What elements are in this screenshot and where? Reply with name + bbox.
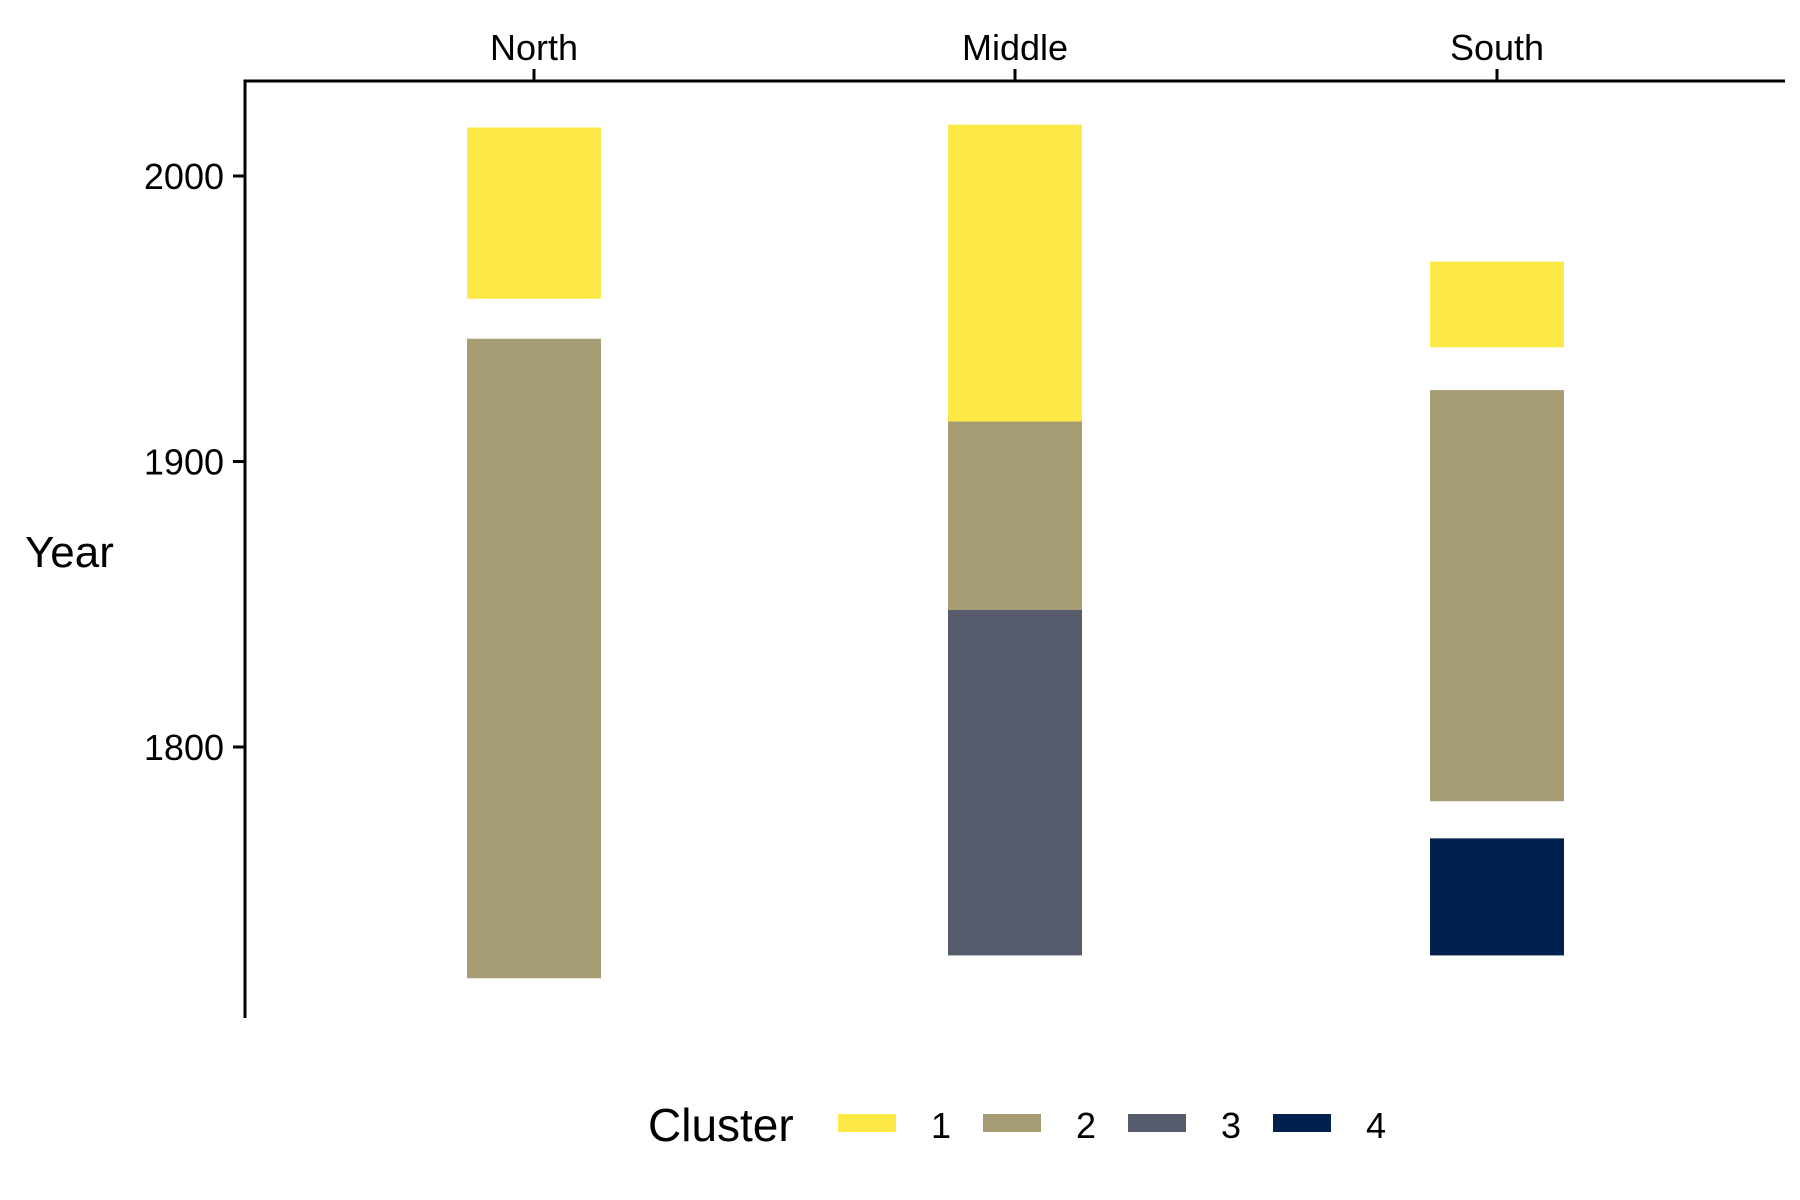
legend-key-4: [1273, 1114, 1331, 1132]
y-ticks: 1800 1900 2000: [144, 156, 245, 768]
bar-segment-middle-cluster-2: [948, 421, 1082, 610]
legend-label-4: 4: [1366, 1105, 1386, 1146]
axes-layer: North Middle South 1800 1900 2000 Year: [25, 27, 1785, 1018]
legend-title: Cluster: [648, 1099, 794, 1151]
x-tick-label: North: [490, 27, 578, 68]
x-tick-label: South: [1450, 27, 1544, 68]
bar-segment-middle-cluster-1: [948, 124, 1082, 422]
bar-segment-north-cluster-1: [467, 127, 601, 299]
y-tick-label: 1800: [144, 727, 224, 768]
bar-segment-south-cluster-2: [1430, 390, 1564, 802]
y-tick-label: 1900: [144, 442, 224, 483]
bar-segment-north-cluster-2: [467, 338, 601, 979]
legend-key-1: [838, 1114, 896, 1132]
x-tick-label: Middle: [962, 27, 1068, 68]
legend-key-2: [983, 1114, 1041, 1132]
legend-label-3: 3: [1221, 1105, 1241, 1146]
bar-segment-middle-cluster-3: [948, 609, 1082, 956]
bar-segment-south-cluster-1: [1430, 261, 1564, 348]
bars-layer: [467, 124, 1564, 979]
legend-label-1: 1: [931, 1105, 951, 1146]
legend-label-2: 2: [1076, 1105, 1096, 1146]
bar-segment-south-cluster-4: [1430, 838, 1564, 956]
y-tick-label: 2000: [144, 156, 224, 197]
legend-items: 1 2 3 4: [838, 1105, 1386, 1146]
x-ticks: North Middle South: [490, 27, 1544, 81]
legend: Cluster 1 2 3 4: [648, 1099, 1386, 1151]
y-axis-title: Year: [25, 528, 114, 577]
legend-key-3: [1128, 1114, 1186, 1132]
